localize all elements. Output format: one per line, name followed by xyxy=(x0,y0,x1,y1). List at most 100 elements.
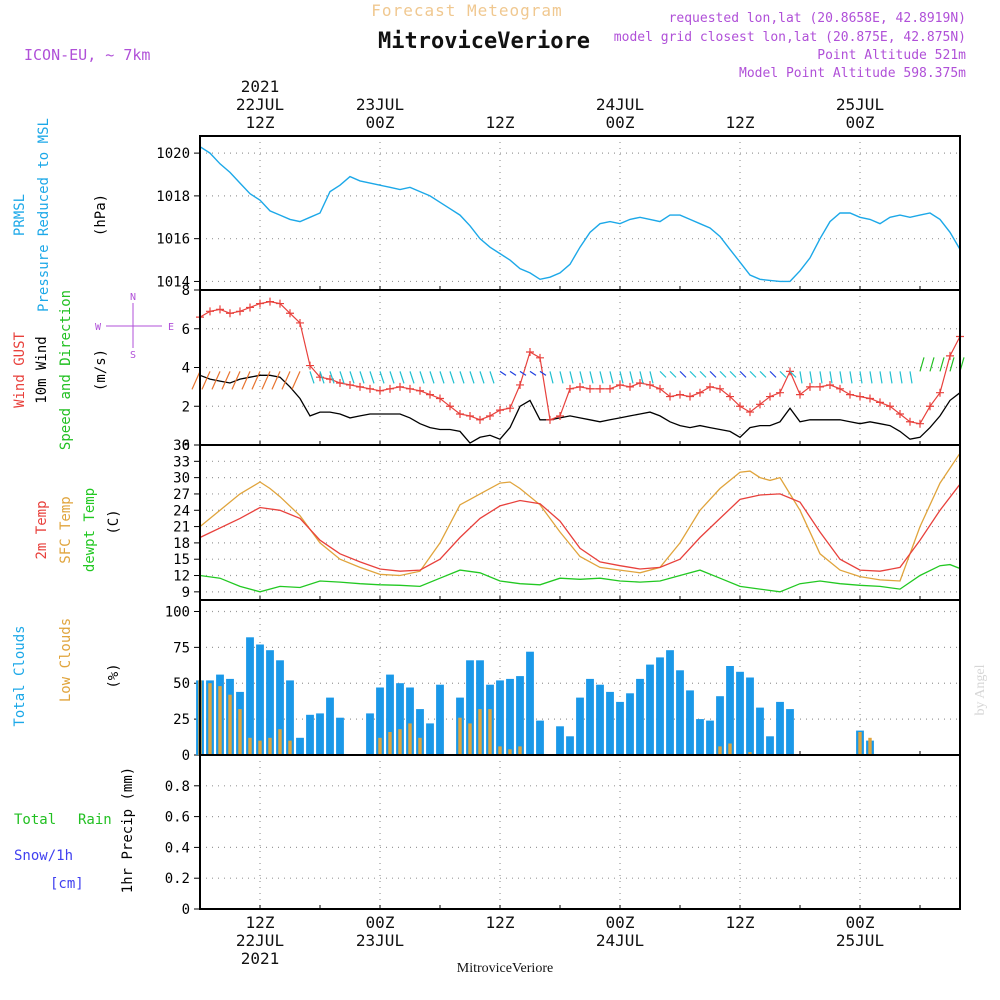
bottom-tick-label: 2021 xyxy=(241,949,280,968)
wind-arrow xyxy=(499,370,507,376)
gust-marker xyxy=(406,384,414,393)
sfc-temp-label: SFC Temp xyxy=(58,496,74,563)
wind-arrow xyxy=(201,371,211,390)
total-cloud-bar xyxy=(326,697,334,755)
gust-marker xyxy=(386,384,394,393)
bottom-tick-label: 25JUL xyxy=(836,931,884,950)
gust-marker xyxy=(206,307,214,316)
gust-marker xyxy=(856,392,864,401)
wind-arrow xyxy=(489,371,495,384)
wind-arrow xyxy=(359,371,365,384)
total-cloud-bar xyxy=(496,680,504,755)
wind-arrow xyxy=(271,371,281,390)
total-cloud-bar xyxy=(786,709,794,755)
wind-arrow xyxy=(469,371,475,384)
wind-arrow xyxy=(899,371,903,384)
gust-marker xyxy=(296,318,304,327)
total-cloud-bar xyxy=(646,664,654,755)
wind-arrow xyxy=(439,371,445,384)
total-cloud-bar xyxy=(276,660,284,755)
wind-arrow xyxy=(679,370,687,378)
y-tick-label: 0.8 xyxy=(165,779,190,795)
gust-marker xyxy=(726,392,734,401)
wind-arrow xyxy=(719,370,727,378)
wind-arrow xyxy=(251,371,261,390)
total-cloud-bar xyxy=(476,660,484,755)
total-cloud-bar xyxy=(576,697,584,755)
total-cloud-bar xyxy=(386,674,394,755)
bottom-tick-label: 00Z xyxy=(606,913,635,932)
top-tick-label: 00Z xyxy=(846,113,875,132)
total-cloud-bar xyxy=(626,693,634,755)
wind-arrow xyxy=(799,371,803,384)
top-tick-label: 12Z xyxy=(486,113,515,132)
gust-marker xyxy=(566,384,574,393)
wind-arrow xyxy=(449,371,455,384)
bottom-tick-label: 24JUL xyxy=(596,931,644,950)
gust-marker xyxy=(676,390,684,399)
wind-arrow xyxy=(859,371,863,384)
low-cloud-bar xyxy=(518,746,522,755)
low-cloud-bar xyxy=(388,732,392,755)
wind-arrow xyxy=(949,357,955,372)
rain-label: Rain xyxy=(78,812,112,828)
gust-marker xyxy=(466,411,474,420)
gust-marker xyxy=(666,392,674,401)
pressure-panel: 1014 1016 1018 1020 xyxy=(156,136,961,290)
gust-marker xyxy=(266,297,274,306)
gust-marker xyxy=(516,380,524,389)
prmsl-label: PRMSL xyxy=(12,194,28,236)
gust-marker xyxy=(866,394,874,403)
wind-arrow xyxy=(429,371,435,384)
total-cloud-bar xyxy=(286,680,294,755)
top-tick-label: 23JUL xyxy=(356,95,404,114)
total-cloud-bar xyxy=(746,677,754,755)
ms-unit: (m/s) xyxy=(93,349,109,391)
low-cloud-bar xyxy=(418,737,422,755)
low-cloud-bar xyxy=(378,737,382,755)
low-cloud-bar xyxy=(288,740,292,755)
wind-gust-line xyxy=(199,300,961,425)
gust-marker xyxy=(656,384,664,393)
gust-marker xyxy=(836,384,844,393)
total-cloud-bar xyxy=(696,719,704,755)
total-cloud-bar xyxy=(376,687,384,755)
wind-arrow xyxy=(379,371,385,384)
wind-arrow xyxy=(529,370,537,376)
wind-arrow xyxy=(281,371,291,390)
wind-10m-label: 10m Wind xyxy=(34,336,50,403)
total-cloud-bar xyxy=(406,687,414,755)
total-cloud-bar xyxy=(296,737,304,755)
gust-marker xyxy=(716,384,724,393)
wind-arrow xyxy=(329,371,335,384)
temp2m-label: 2m Temp xyxy=(34,500,50,559)
wind-arrow xyxy=(231,371,241,390)
y-tick-label: 1020 xyxy=(156,146,190,162)
gust-marker xyxy=(796,390,804,399)
total-cloud-bar xyxy=(636,678,644,755)
wind-arrow xyxy=(669,370,677,378)
total-cloud-bar xyxy=(716,696,724,755)
low-cloud-bar xyxy=(258,740,262,755)
y-tick-label: 24 xyxy=(173,503,190,519)
gust-marker xyxy=(216,305,224,314)
gust-marker xyxy=(286,309,294,318)
wind-panel-labels: Wind GUST 10m Wind Speed and Direction (… xyxy=(12,290,174,450)
y-tick-label: 18 xyxy=(173,536,190,552)
total-cloud-bar xyxy=(316,713,324,755)
c-unit: (C) xyxy=(106,509,122,534)
compass-n: N xyxy=(130,292,136,303)
low-clouds-label: Low Clouds xyxy=(58,618,74,702)
gust-marker xyxy=(306,361,314,370)
sfc-temp-line xyxy=(199,452,961,582)
wind-arrow xyxy=(749,370,757,378)
top-tick-label: 25JUL xyxy=(836,95,884,114)
y-tick-label: 50 xyxy=(173,676,190,692)
gust-marker xyxy=(246,303,254,312)
gust-marker xyxy=(876,398,884,407)
y-tick-label: 25 xyxy=(173,712,190,728)
low-cloud-bar xyxy=(718,746,722,755)
low-cloud-bar xyxy=(748,752,752,755)
temp-panel-labels: 2m Temp SFC Temp dewpt Temp (C) xyxy=(34,488,122,572)
wind-arrow xyxy=(389,371,395,384)
